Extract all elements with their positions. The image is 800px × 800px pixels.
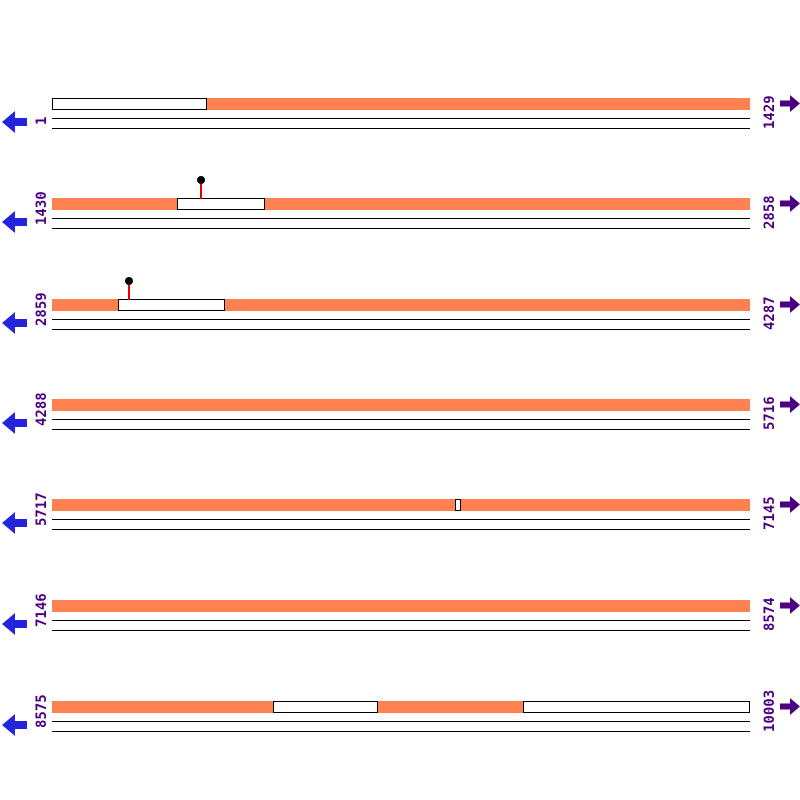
sequence-line: [52, 419, 750, 420]
uncovered-segment: [52, 98, 207, 110]
sequence-line: [52, 118, 750, 119]
left-arrow-icon: [2, 512, 27, 534]
uncovered-segment: [455, 499, 462, 511]
sequence-line: [52, 429, 750, 430]
sequence-line: [52, 329, 750, 330]
sequence-line: [52, 731, 750, 732]
uncovered-segment: [118, 299, 225, 311]
left-arrow-icon: [2, 714, 27, 736]
left-arrow-icon: [2, 613, 27, 635]
right-arrow-icon: [780, 496, 800, 513]
sequence-bar: [52, 499, 750, 511]
feature-segment: [377, 701, 523, 713]
lollipop-marker-stem: [200, 184, 203, 199]
sequence-line: [52, 630, 750, 631]
uncovered-segment: [272, 701, 378, 713]
left-arrow-icon: [2, 211, 27, 233]
feature-segment: [206, 98, 750, 110]
row-start-coordinate: 1430: [34, 191, 50, 225]
row-start-coordinate: 5717: [34, 492, 50, 526]
feature-segment: [52, 701, 273, 713]
sequence-bar: [52, 176, 750, 210]
row-end-coordinate: 1429: [762, 95, 778, 129]
left-arrow-icon: [2, 111, 27, 133]
sequence-line: [52, 319, 750, 320]
sequence-line: [52, 529, 750, 530]
right-arrow-icon: [780, 698, 800, 715]
right-arrow-icon: [780, 396, 800, 413]
sequence-bar: [52, 98, 750, 110]
sequence-line: [52, 721, 750, 722]
sequence-line: [52, 519, 750, 520]
right-arrow-icon: [780, 95, 800, 112]
sequence-line: [52, 228, 750, 229]
feature-segment: [52, 198, 177, 210]
row-start-coordinate: 2859: [34, 292, 50, 326]
sequence-line: [52, 128, 750, 129]
sequence-line: [52, 218, 750, 219]
feature-segment: [224, 299, 750, 311]
lollipop-marker-stem: [127, 285, 130, 300]
right-arrow-icon: [780, 597, 800, 614]
lollipop-marker-dot-icon: [197, 176, 206, 184]
row-start-coordinate: 4288: [34, 392, 50, 426]
feature-segment: [52, 299, 119, 311]
left-arrow-icon: [2, 412, 27, 434]
sequence-bar: [52, 600, 750, 612]
lollipop-marker-dot-icon: [124, 277, 133, 285]
sequence-bar: [52, 399, 750, 411]
sequence-bar: [52, 277, 750, 311]
right-arrow-icon: [780, 195, 800, 212]
uncovered-segment: [523, 701, 750, 713]
uncovered-segment: [176, 198, 265, 210]
feature-segment: [52, 600, 750, 612]
left-arrow-icon: [2, 312, 27, 334]
row-start-coordinate: 8575: [34, 694, 50, 728]
row-end-coordinate: 7145: [762, 496, 778, 530]
feature-segment: [52, 499, 456, 511]
row-end-coordinate: 10003: [762, 689, 778, 732]
feature-segment: [52, 399, 750, 411]
row-end-coordinate: 2858: [762, 195, 778, 229]
row-start-coordinate: 7146: [34, 593, 50, 627]
sequence-bar: [52, 701, 750, 713]
feature-segment: [264, 198, 750, 210]
feature-segment: [461, 499, 750, 511]
row-start-coordinate: 1: [34, 116, 50, 125]
right-arrow-icon: [780, 296, 800, 313]
row-end-coordinate: 4287: [762, 296, 778, 330]
sequence-line: [52, 620, 750, 621]
row-end-coordinate: 8574: [762, 597, 778, 631]
row-end-coordinate: 5716: [762, 396, 778, 430]
